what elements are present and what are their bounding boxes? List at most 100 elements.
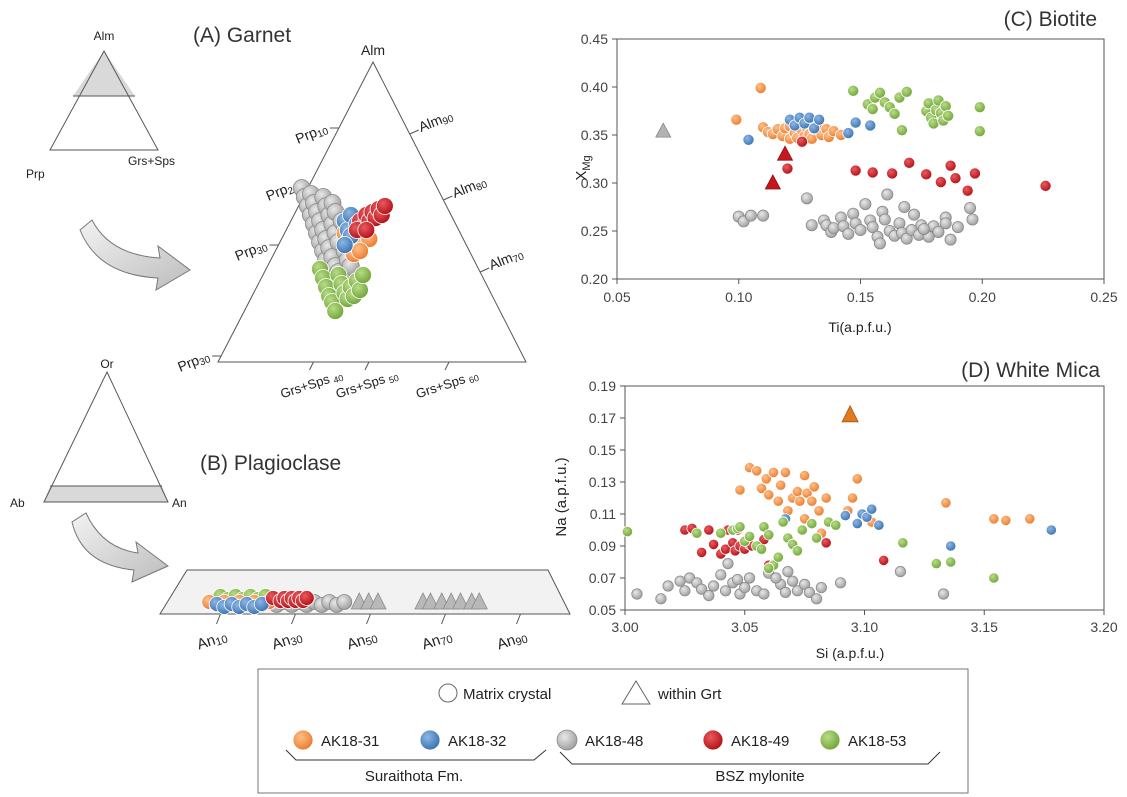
biotite-y-axis-label: XMg — [573, 155, 593, 180]
garnet-point-ak18-32 — [335, 236, 354, 254]
biotite-point-ak18-49 — [920, 168, 933, 181]
biotite-x-tick-label: 0.25 — [1090, 289, 1117, 305]
biotite-point-ak18-53 — [895, 124, 908, 137]
biotite-point-ak18-48 — [898, 200, 911, 213]
plagioclase-inset-ternary: Or Ab An — [10, 357, 187, 510]
legend-marker-ak18-49 — [702, 729, 724, 751]
white-mica-point-ak18-48 — [810, 593, 823, 605]
biotite-point-ak18-48 — [939, 217, 952, 230]
biotite-point-ak18-48 — [800, 192, 813, 205]
garnet-point-ak18-49 — [375, 197, 394, 215]
white-mica-point-ak18-32 — [873, 519, 885, 531]
white-mica-point-ak18-48 — [731, 573, 744, 586]
garnet-right-tick-mark — [443, 195, 453, 201]
white-mica-point-ak18-48 — [834, 577, 847, 589]
biotite-y-tick-label: 0.40 — [581, 79, 608, 95]
white-mica-y-tick-label: 0.11 — [590, 506, 616, 522]
garnet-inset-left-label: Prp — [26, 167, 45, 181]
white-mica-point-ak18-48 — [803, 586, 816, 599]
garnet-title: (A) Garnet — [193, 24, 291, 47]
white-mica-point-ak18-48 — [674, 575, 686, 587]
garnet-left-tick-label: Prp30 — [233, 236, 271, 265]
white-mica-point-ak18-53 — [772, 551, 784, 563]
biotite-point-ak18-32 — [742, 133, 755, 146]
white-mica-plot-frame — [624, 385, 1105, 611]
white-mica-point-ak18-31 — [799, 469, 811, 482]
white-mica-y-tick-label: 0.19 — [589, 378, 616, 394]
white-mica-point-ak18-32 — [851, 517, 863, 530]
biotite-point-ak18-48 — [951, 221, 964, 234]
white-mica-point-ak18-31 — [808, 481, 820, 493]
white-mica-point-ak18-48 — [662, 580, 674, 592]
white-mica-point-ak18-48 — [715, 569, 727, 581]
garnet-ternary-frame — [217, 60, 527, 363]
white-mica-point-ak18-48 — [779, 586, 792, 599]
legend-label-ak18-53: AK18-53 — [848, 733, 906, 750]
white-mica-point-ak18-53 — [791, 545, 804, 557]
biotite-point-ak18-48 — [873, 237, 886, 250]
plagioclase-triangle-ak18-48 — [451, 592, 470, 610]
garnet-bottom-tick-mark — [444, 361, 450, 371]
legend: Matrix crystal within Grt AK18-31 AK18-32… — [257, 668, 969, 794]
legend-group-suraithota: Suraithota Fm. — [365, 768, 463, 785]
garnet-bottom-tick-mark — [309, 361, 314, 371]
white-mica-point-ak18-31 — [751, 465, 763, 477]
white-mica-point-ak18-31 — [813, 505, 825, 517]
biotite-point-ak18-48 — [944, 233, 957, 246]
white-mica-point-ak18-53 — [691, 527, 703, 539]
white-mica-x-tick-label: 3.15 — [971, 619, 998, 635]
plagioclase-triangle-ak18-48 — [421, 592, 440, 610]
legend-matrix-marker — [438, 683, 458, 703]
plagioclase-inset-right-label: An — [172, 496, 187, 510]
biotite-point-ak18-49 — [949, 172, 962, 185]
white-mica-y-tick-label: 0.05 — [589, 602, 616, 618]
plagioclase-title: (B) Plagioclase — [200, 452, 341, 475]
legend-marker-ak18-31 — [292, 729, 314, 751]
biotite-point-ak18-48 — [932, 225, 945, 238]
white-mica-point-ak18-31 — [775, 479, 787, 491]
biotite-point-ak18-48 — [757, 209, 770, 222]
white-mica-triangle-ak18-31 — [841, 404, 859, 423]
legend-label-ak18-32: AK18-32 — [448, 733, 506, 750]
white-mica-point-ak18-48 — [631, 588, 643, 600]
garnet-inset-top-label: Alm — [94, 29, 115, 43]
legend-marker-ak18-32 — [419, 729, 441, 751]
legend-box — [257, 668, 969, 794]
plagioclase-tick-label: An30 — [270, 628, 305, 655]
legend-within-label: within Grt — [657, 686, 722, 703]
biotite-point-ak18-32 — [864, 119, 877, 132]
white-mica-point-ak18-31 — [806, 495, 818, 507]
plagioclase-tick-mark — [516, 613, 521, 625]
white-mica-point-ak18-48 — [894, 565, 907, 578]
plagioclase-tick-label: An50 — [345, 628, 380, 655]
white-mica-y-tick-label: 0.07 — [589, 570, 616, 586]
legend-matrix-label: Matrix crystal — [463, 686, 551, 703]
white-mica-title: (D) White Mica — [961, 359, 1100, 382]
garnet-apex-label: Alm — [361, 42, 385, 58]
garnet-point-ak18-53 — [354, 266, 372, 284]
white-mica-point-ak18-53 — [930, 557, 942, 570]
white-mica-x-axis-label: Si (a.p.f.u.) — [816, 645, 884, 661]
biotite-point-ak18-32 — [803, 111, 816, 124]
garnet-bottom-tick-mark — [364, 361, 370, 371]
plagioclase-inset-left-label: Ab — [10, 496, 25, 510]
white-mica-point-ak18-48 — [770, 572, 782, 584]
white-mica-point-ak18-48 — [739, 581, 751, 594]
biotite-point-ak18-31 — [730, 113, 743, 126]
white-mica-y-axis-label: Na (a.p.f.u.) — [553, 457, 570, 536]
garnet-left-tick-label: Prp10 — [293, 119, 331, 148]
white-mica-ticks: 3.00 3.05 3.10 3.15 3.20 0.05 0.07 0.09 0.11 0.13… — [589, 378, 1118, 635]
biotite-y-tick-label: 0.30 — [581, 175, 608, 191]
white-mica-point-ak18-48 — [655, 593, 667, 605]
white-mica-point-ak18-53 — [763, 529, 775, 541]
white-mica-point-ak18-53 — [755, 543, 768, 555]
biotite-point-ak18-49 — [1039, 179, 1052, 192]
white-mica-point-ak18-53 — [734, 521, 746, 533]
biotite-point-ak18-49 — [903, 156, 916, 169]
legend-label-ak18-48: AK18-48 — [585, 733, 643, 750]
garnet-right-tick-mark — [479, 267, 490, 273]
biotite-point-ak18-49 — [849, 164, 862, 177]
white-mica-y-tick-label: 0.17 — [589, 410, 616, 426]
white-mica-point-ak18-48 — [791, 585, 804, 597]
white-mica-point-ak18-53 — [777, 516, 789, 528]
